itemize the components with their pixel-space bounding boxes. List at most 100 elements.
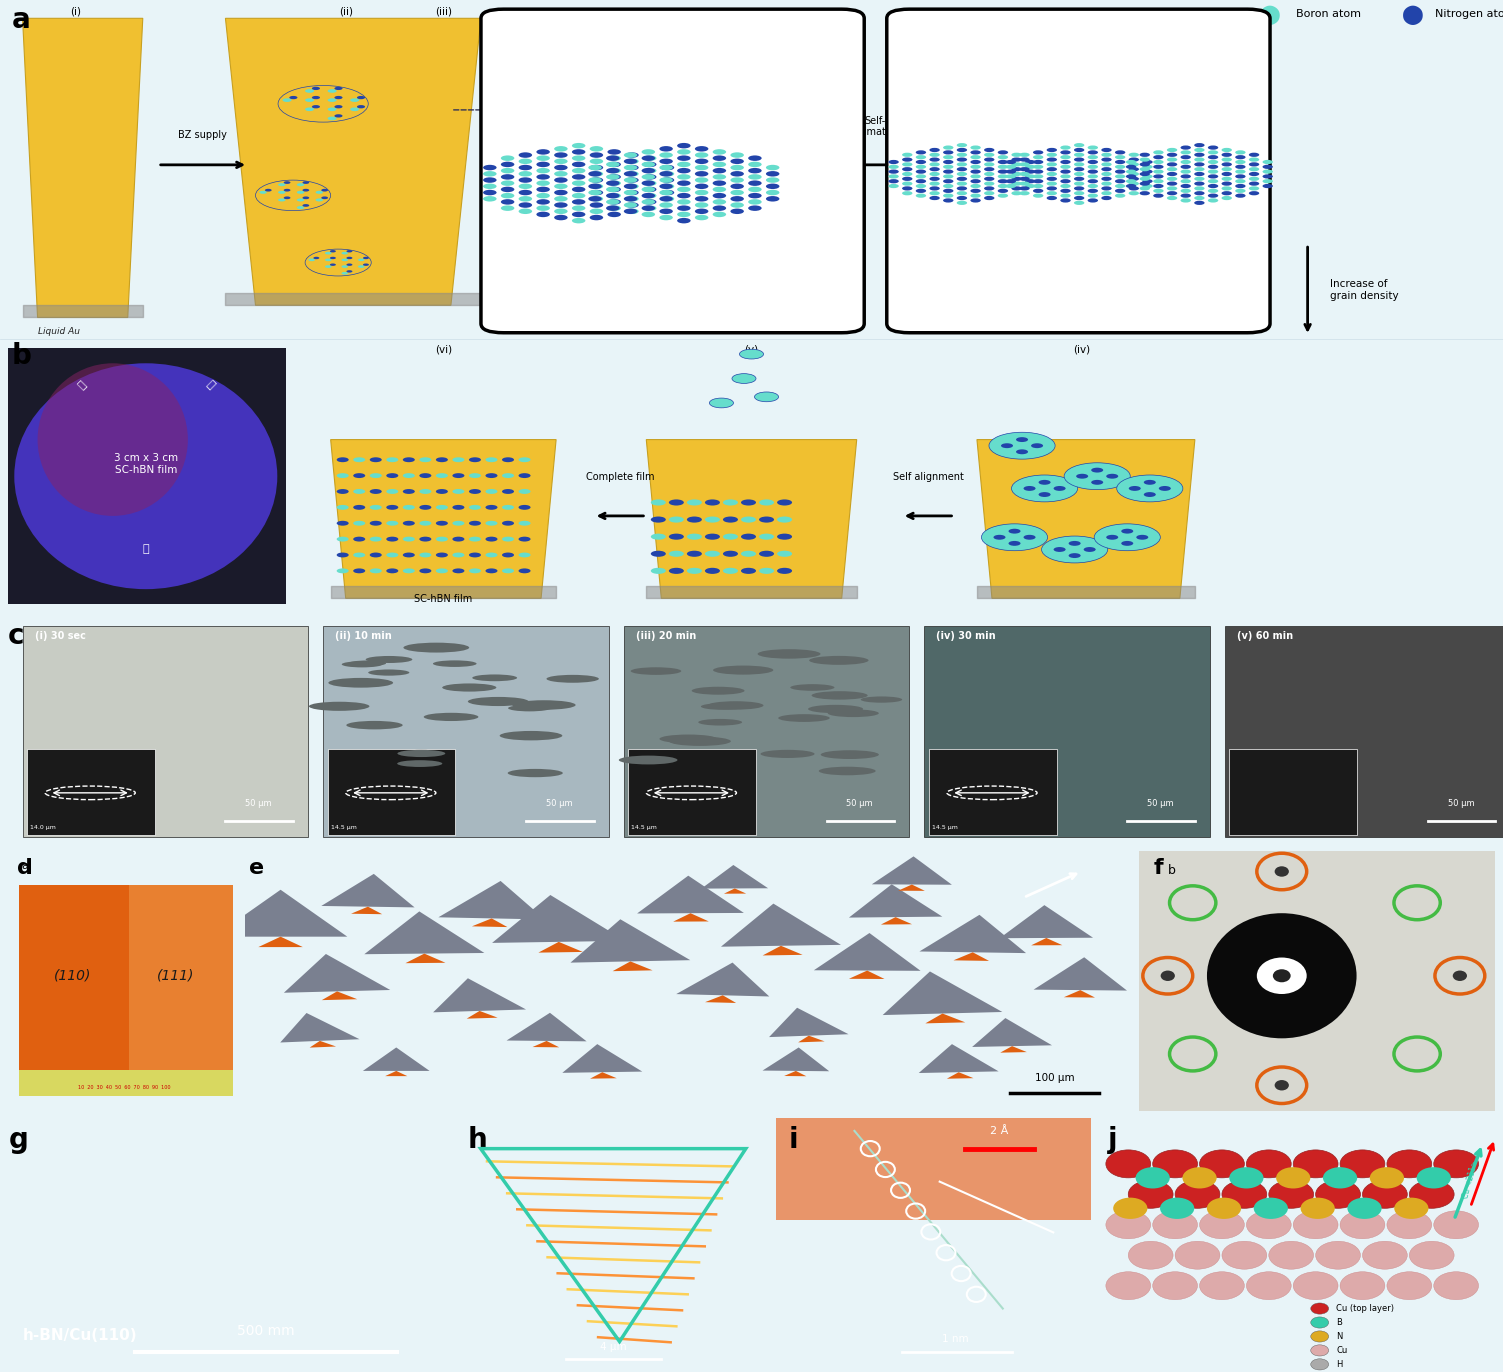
Circle shape bbox=[1102, 167, 1112, 172]
Polygon shape bbox=[310, 1041, 337, 1048]
Circle shape bbox=[1121, 528, 1133, 534]
Circle shape bbox=[730, 152, 744, 158]
Polygon shape bbox=[785, 1072, 807, 1076]
Circle shape bbox=[537, 206, 550, 211]
Circle shape bbox=[1012, 162, 1022, 166]
Circle shape bbox=[1126, 174, 1136, 178]
Circle shape bbox=[482, 189, 496, 195]
Circle shape bbox=[337, 457, 349, 462]
Circle shape bbox=[513, 700, 576, 709]
Circle shape bbox=[606, 181, 619, 185]
Text: (111): (111) bbox=[156, 969, 194, 982]
Circle shape bbox=[1115, 151, 1126, 155]
Circle shape bbox=[350, 99, 359, 102]
Polygon shape bbox=[213, 889, 347, 937]
Circle shape bbox=[678, 167, 690, 173]
Circle shape bbox=[350, 107, 359, 111]
Circle shape bbox=[1276, 1168, 1311, 1188]
Circle shape bbox=[337, 473, 349, 477]
Circle shape bbox=[1180, 165, 1190, 169]
Circle shape bbox=[1006, 161, 1016, 165]
Circle shape bbox=[694, 152, 708, 158]
Circle shape bbox=[767, 184, 780, 189]
Circle shape bbox=[1126, 180, 1136, 184]
Circle shape bbox=[1091, 480, 1103, 484]
Circle shape bbox=[1046, 172, 1057, 176]
Circle shape bbox=[712, 206, 726, 211]
Circle shape bbox=[1069, 541, 1081, 546]
Circle shape bbox=[1208, 155, 1219, 159]
Circle shape bbox=[1102, 152, 1112, 156]
Circle shape bbox=[588, 177, 601, 182]
Circle shape bbox=[624, 196, 637, 202]
Circle shape bbox=[537, 199, 550, 204]
Circle shape bbox=[353, 568, 365, 573]
Circle shape bbox=[779, 715, 830, 722]
Circle shape bbox=[519, 202, 532, 207]
Circle shape bbox=[1136, 528, 1148, 534]
Circle shape bbox=[482, 177, 496, 182]
Circle shape bbox=[1069, 547, 1081, 552]
Circle shape bbox=[482, 184, 496, 189]
Polygon shape bbox=[881, 916, 912, 925]
Circle shape bbox=[989, 432, 1055, 460]
Circle shape bbox=[1060, 193, 1070, 198]
Circle shape bbox=[1088, 145, 1099, 150]
Polygon shape bbox=[920, 915, 1027, 954]
Text: 14.0 μm: 14.0 μm bbox=[30, 825, 56, 830]
Circle shape bbox=[984, 167, 995, 172]
Circle shape bbox=[1195, 187, 1204, 191]
Circle shape bbox=[502, 473, 514, 477]
Circle shape bbox=[915, 161, 926, 165]
Circle shape bbox=[1006, 165, 1016, 169]
Circle shape bbox=[1060, 161, 1070, 165]
Circle shape bbox=[678, 218, 690, 224]
Circle shape bbox=[1341, 1211, 1384, 1239]
Text: (ii) 10 min: (ii) 10 min bbox=[335, 631, 392, 641]
Circle shape bbox=[555, 189, 568, 195]
Circle shape bbox=[1269, 1242, 1314, 1269]
Circle shape bbox=[642, 150, 655, 155]
Circle shape bbox=[1060, 170, 1070, 174]
Circle shape bbox=[555, 196, 568, 202]
Circle shape bbox=[358, 106, 365, 108]
Circle shape bbox=[1106, 528, 1118, 534]
Circle shape bbox=[1434, 1150, 1479, 1177]
Circle shape bbox=[1019, 191, 1030, 195]
Circle shape bbox=[1142, 161, 1153, 165]
Circle shape bbox=[694, 184, 708, 189]
Circle shape bbox=[687, 568, 702, 573]
Circle shape bbox=[902, 177, 912, 181]
Circle shape bbox=[537, 211, 550, 217]
Circle shape bbox=[915, 174, 926, 178]
Circle shape bbox=[660, 159, 673, 165]
Circle shape bbox=[452, 521, 464, 525]
Circle shape bbox=[759, 499, 774, 505]
Circle shape bbox=[337, 521, 349, 525]
Circle shape bbox=[370, 473, 382, 477]
Circle shape bbox=[1387, 1211, 1432, 1239]
Polygon shape bbox=[364, 911, 484, 954]
Circle shape bbox=[1311, 1331, 1329, 1342]
Circle shape bbox=[386, 473, 398, 477]
Circle shape bbox=[705, 568, 720, 573]
Circle shape bbox=[1369, 1168, 1404, 1188]
Circle shape bbox=[1075, 200, 1084, 204]
Circle shape bbox=[313, 86, 320, 91]
Circle shape bbox=[370, 457, 382, 462]
Circle shape bbox=[1249, 172, 1260, 176]
Circle shape bbox=[712, 150, 726, 155]
Circle shape bbox=[370, 521, 382, 525]
Circle shape bbox=[386, 553, 398, 557]
Circle shape bbox=[998, 155, 1009, 159]
Circle shape bbox=[660, 189, 673, 195]
Circle shape bbox=[1054, 553, 1066, 558]
Circle shape bbox=[694, 172, 708, 177]
Circle shape bbox=[1054, 541, 1066, 546]
Circle shape bbox=[419, 473, 431, 477]
Polygon shape bbox=[331, 439, 556, 598]
Text: Rotation by electrostatic interaction: Rotation by electrostatic interaction bbox=[559, 15, 788, 25]
Circle shape bbox=[1199, 1272, 1244, 1299]
Circle shape bbox=[624, 172, 637, 177]
Circle shape bbox=[957, 152, 966, 156]
